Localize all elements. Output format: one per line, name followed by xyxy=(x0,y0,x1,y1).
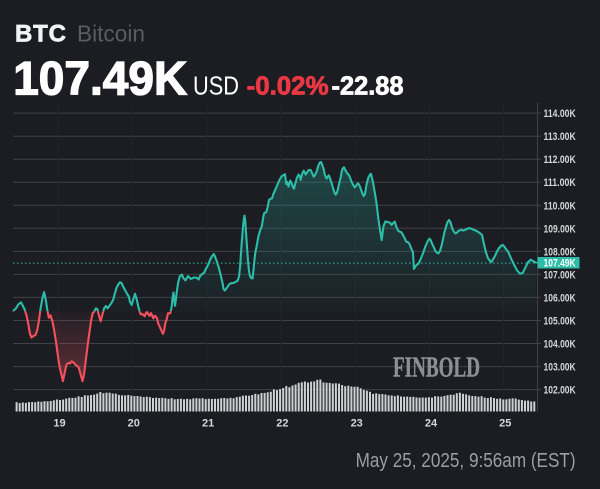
svg-text:21: 21 xyxy=(202,418,214,430)
svg-text:103.00K: 103.00K xyxy=(544,362,576,374)
svg-text:20: 20 xyxy=(128,418,140,430)
svg-text:May 25, 2025, 9:56am (EST): May 25, 2025, 9:56am (EST) xyxy=(356,450,576,472)
svg-text:102.00K: 102.00K xyxy=(544,385,576,397)
svg-text:USD: USD xyxy=(193,70,239,100)
svg-text:FINBOLD: FINBOLD xyxy=(393,352,480,384)
svg-text:25: 25 xyxy=(499,418,511,430)
svg-text:110.00K: 110.00K xyxy=(544,200,576,212)
svg-text:113.00K: 113.00K xyxy=(544,131,576,143)
svg-text:109.00K: 109.00K xyxy=(544,223,576,235)
svg-text:-22.88: -22.88 xyxy=(332,70,404,100)
svg-text:Bitcoin: Bitcoin xyxy=(77,20,145,46)
svg-text:107.49K: 107.49K xyxy=(544,257,576,269)
svg-text:106.00K: 106.00K xyxy=(544,292,576,304)
svg-text:107.49K: 107.49K xyxy=(13,52,187,105)
svg-text:112.00K: 112.00K xyxy=(544,154,576,166)
svg-text:19: 19 xyxy=(53,418,65,430)
svg-text:111.00K: 111.00K xyxy=(544,177,576,189)
svg-text:114.00K: 114.00K xyxy=(544,108,576,120)
svg-text:105.00K: 105.00K xyxy=(544,316,576,328)
svg-text:22: 22 xyxy=(276,418,288,430)
svg-text:107.00K: 107.00K xyxy=(544,269,576,281)
svg-text:-0.02%: -0.02% xyxy=(247,70,329,100)
svg-text:24: 24 xyxy=(425,418,438,430)
svg-text:23: 23 xyxy=(351,418,363,430)
svg-text:108.00K: 108.00K xyxy=(544,246,576,258)
svg-text:BTC: BTC xyxy=(15,20,67,47)
svg-text:104.00K: 104.00K xyxy=(544,339,576,351)
